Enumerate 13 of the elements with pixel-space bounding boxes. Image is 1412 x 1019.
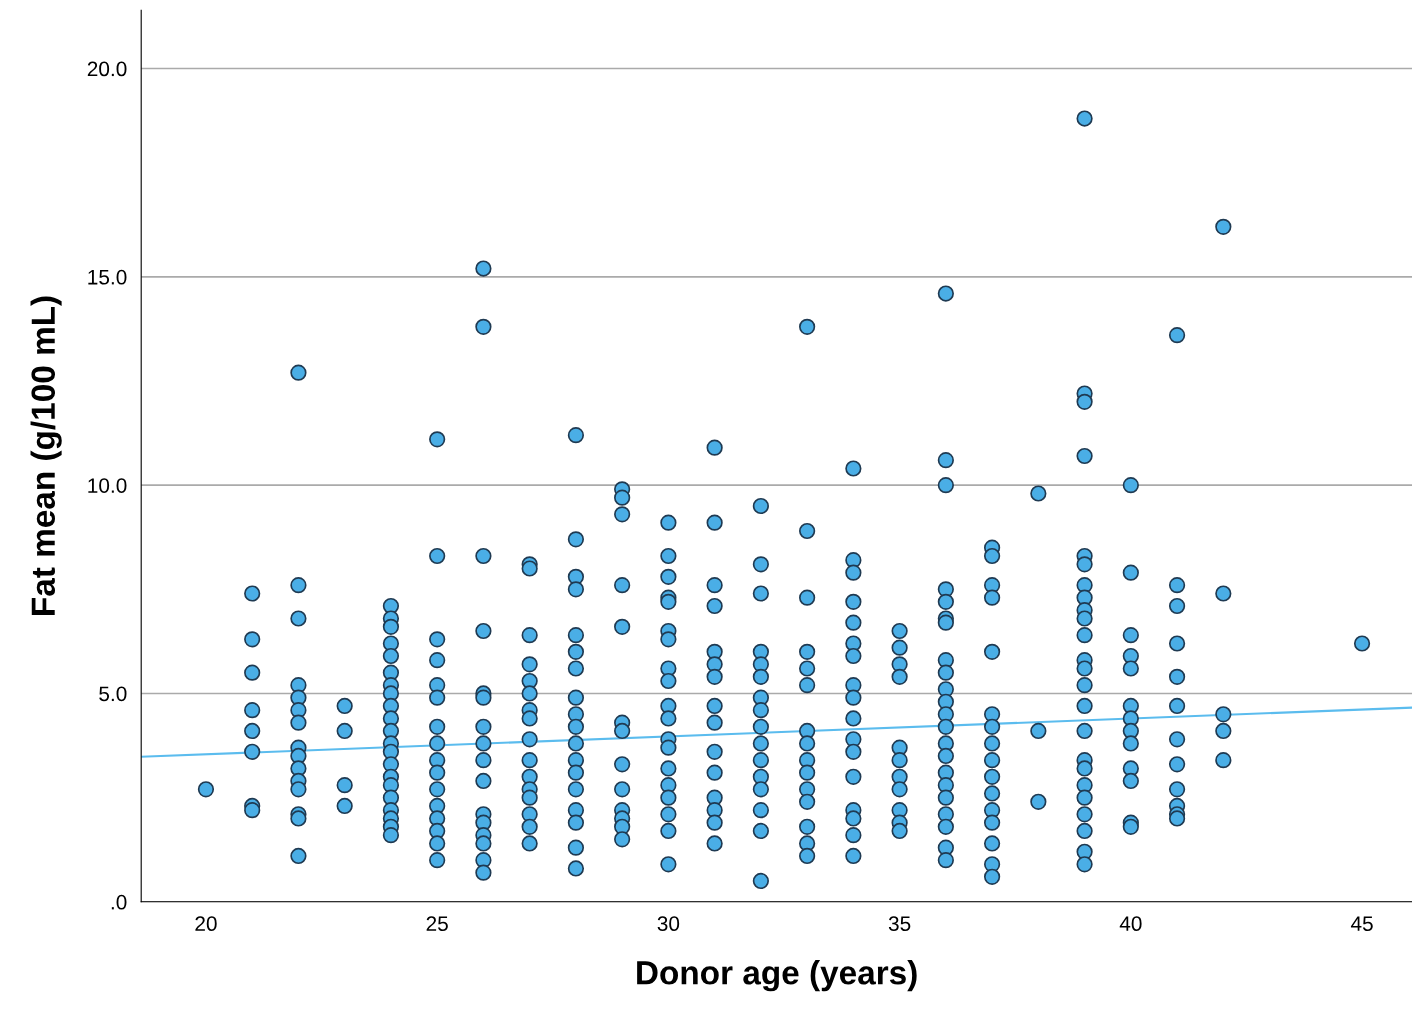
y-axis-title: Fat mean (g/100 mL) [30,296,62,615]
y-tick-label: .0 [111,894,127,910]
x-axis-title: Donor age (years) [637,960,917,992]
x-tick-label: 20 [195,916,217,932]
y-tick-label: 5.0 [99,686,127,702]
y-tick-label: 15.0 [88,269,127,285]
x-tick-label: 30 [657,916,680,932]
x-tick-label: 40 [1119,916,1142,932]
x-tick-label: 25 [426,916,448,932]
x-tick-label: 35 [888,916,911,932]
y-tick-label: 20.0 [87,61,127,77]
y-tick-label: 10.0 [88,478,127,493]
x-tick-label: 45 [1350,916,1373,932]
